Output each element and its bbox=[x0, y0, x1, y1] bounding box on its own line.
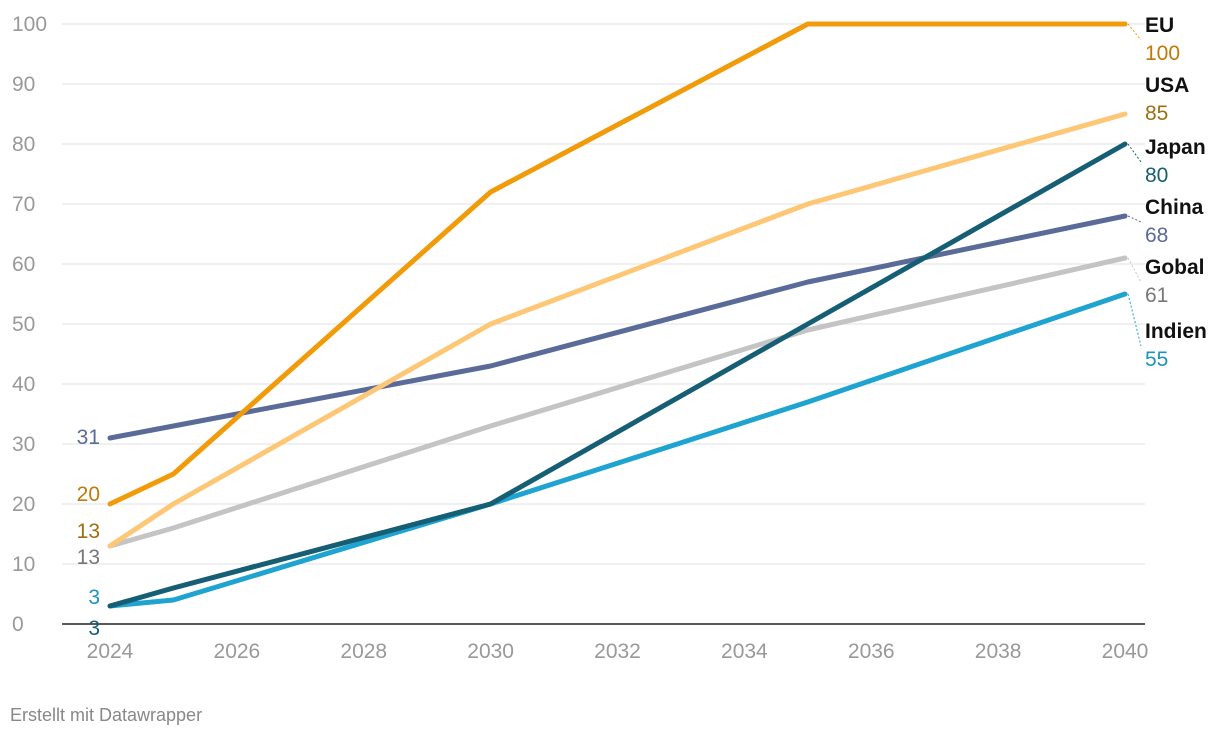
series-line-indien bbox=[107, 291, 1128, 609]
series-name-label: Japan bbox=[1145, 136, 1206, 159]
x-tick-label: 2040 bbox=[1102, 640, 1149, 663]
y-tick-label: 10 bbox=[12, 553, 35, 576]
start-value-label: 3 bbox=[88, 586, 100, 609]
label-leader bbox=[1127, 143, 1142, 163]
y-tick-label: 80 bbox=[12, 133, 35, 156]
series-line-japan bbox=[107, 141, 1128, 609]
x-axis-ticks: 2024 2026 2028 2030 2032 2034 2036 2038 2040 bbox=[87, 640, 1149, 663]
series-name-label: USA bbox=[1145, 74, 1189, 97]
series-name-label: EU bbox=[1145, 14, 1174, 37]
y-tick-label: 90 bbox=[12, 73, 35, 96]
series-line-usa bbox=[107, 111, 1128, 549]
series-name-label: China bbox=[1145, 196, 1204, 219]
label-leader bbox=[1127, 293, 1142, 347]
series-line-china bbox=[107, 213, 1128, 441]
y-tick-label: 70 bbox=[12, 193, 35, 216]
start-value-label: 3 bbox=[88, 617, 100, 640]
start-value-label: 20 bbox=[77, 483, 100, 506]
end-value-label: 61 bbox=[1145, 284, 1168, 307]
y-tick-label: 50 bbox=[12, 313, 35, 336]
grid-lines bbox=[62, 23, 1145, 625]
y-tick-label: 0 bbox=[12, 613, 24, 636]
x-tick-label: 2024 bbox=[87, 640, 134, 663]
x-tick-label: 2026 bbox=[214, 640, 261, 663]
series-line-gobal bbox=[107, 255, 1128, 549]
x-tick-label: 2028 bbox=[340, 640, 387, 663]
series-name-label: Indien bbox=[1145, 320, 1207, 343]
credit-text: Erstellt mit Datawrapper bbox=[10, 705, 203, 725]
x-tick-label: 2038 bbox=[975, 640, 1022, 663]
x-tick-label: 2034 bbox=[721, 640, 768, 663]
end-value-label: 55 bbox=[1145, 348, 1168, 371]
start-value-label: 13 bbox=[77, 546, 100, 569]
label-leader bbox=[1127, 215, 1142, 223]
y-tick-label: 30 bbox=[12, 433, 35, 456]
label-leader bbox=[1127, 23, 1142, 41]
end-value-label: 68 bbox=[1145, 224, 1168, 247]
y-tick-label: 20 bbox=[12, 493, 35, 516]
label-leader bbox=[1127, 257, 1142, 283]
series-line-eu bbox=[107, 21, 1128, 507]
y-tick-label: 60 bbox=[12, 253, 35, 276]
start-value-label: 13 bbox=[77, 520, 100, 543]
y-axis-ticks: 0 10 20 30 40 50 60 70 80 90 100 bbox=[12, 13, 47, 636]
y-tick-label: 40 bbox=[12, 373, 35, 396]
y-tick-label: 100 bbox=[12, 13, 47, 36]
x-tick-label: 2032 bbox=[594, 640, 641, 663]
x-tick-label: 2030 bbox=[467, 640, 514, 663]
series-lines bbox=[107, 21, 1128, 609]
end-value-label: 85 bbox=[1145, 102, 1168, 125]
series-labels: Gobal 61 13 Indien 55 3 China 68 31 USA 85 13 Japan 8… bbox=[77, 14, 1207, 640]
end-value-label: 100 bbox=[1145, 42, 1180, 65]
start-value-label: 31 bbox=[77, 426, 100, 449]
series-name-label: Gobal bbox=[1145, 256, 1205, 279]
end-value-label: 80 bbox=[1145, 164, 1168, 187]
x-tick-label: 2036 bbox=[848, 640, 895, 663]
